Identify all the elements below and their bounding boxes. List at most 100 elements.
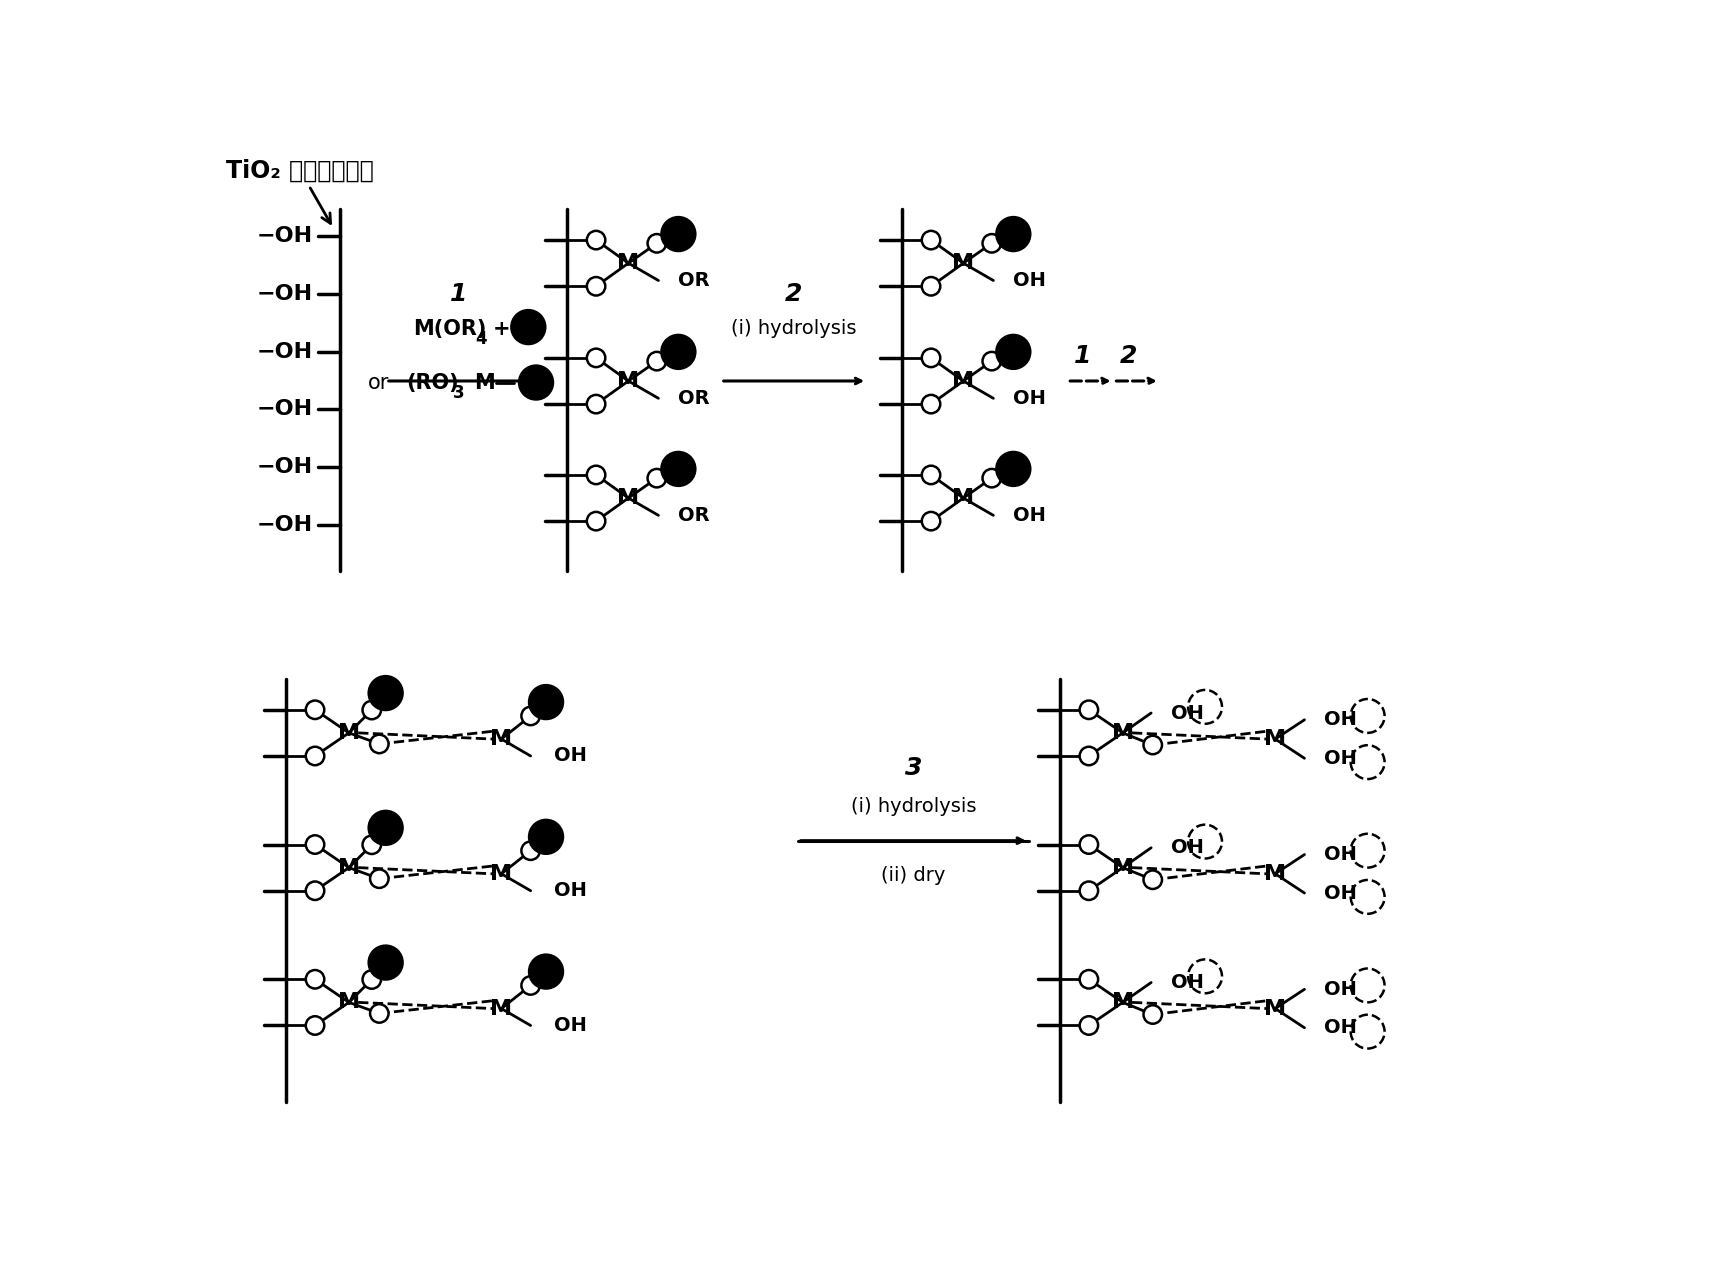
Text: M: M bbox=[491, 729, 513, 749]
Circle shape bbox=[1080, 836, 1097, 854]
Text: −OH: −OH bbox=[256, 285, 313, 304]
Text: OH: OH bbox=[1013, 506, 1045, 524]
Circle shape bbox=[1189, 959, 1222, 994]
Text: 1: 1 bbox=[1075, 344, 1092, 368]
Text: 1: 1 bbox=[451, 282, 468, 306]
Circle shape bbox=[529, 955, 563, 988]
Text: 3: 3 bbox=[905, 755, 923, 779]
Circle shape bbox=[1080, 882, 1097, 900]
Circle shape bbox=[529, 820, 563, 854]
Circle shape bbox=[1144, 736, 1161, 754]
Text: OH: OH bbox=[553, 881, 586, 900]
Text: 2: 2 bbox=[1120, 344, 1137, 368]
Circle shape bbox=[368, 676, 403, 710]
Circle shape bbox=[1351, 833, 1384, 868]
Circle shape bbox=[1351, 879, 1384, 914]
Text: M: M bbox=[952, 370, 975, 391]
Text: TiO₂ 纳米管壁表面: TiO₂ 纳米管壁表面 bbox=[226, 159, 375, 223]
Circle shape bbox=[370, 869, 389, 888]
Circle shape bbox=[1189, 824, 1222, 859]
Text: −OH: −OH bbox=[256, 226, 313, 246]
Text: M: M bbox=[1265, 864, 1286, 883]
Circle shape bbox=[522, 706, 539, 726]
Circle shape bbox=[588, 277, 605, 296]
Circle shape bbox=[306, 882, 325, 900]
Circle shape bbox=[648, 351, 665, 370]
Text: OH: OH bbox=[1013, 271, 1045, 290]
Text: M: M bbox=[1111, 858, 1134, 878]
Text: or: or bbox=[368, 373, 389, 392]
Circle shape bbox=[368, 812, 403, 845]
Text: 3: 3 bbox=[453, 383, 465, 401]
Circle shape bbox=[306, 700, 325, 719]
Circle shape bbox=[983, 351, 1001, 370]
Circle shape bbox=[588, 231, 605, 249]
Text: OH: OH bbox=[1172, 704, 1204, 723]
Circle shape bbox=[1080, 1017, 1097, 1035]
Circle shape bbox=[588, 395, 605, 413]
Text: −OH: −OH bbox=[256, 400, 313, 419]
Text: M: M bbox=[475, 373, 496, 392]
Text: M: M bbox=[1111, 992, 1134, 1013]
Text: M: M bbox=[952, 253, 975, 273]
Circle shape bbox=[1351, 1014, 1384, 1049]
Circle shape bbox=[363, 970, 380, 988]
Text: −OH: −OH bbox=[256, 342, 313, 362]
Text: M: M bbox=[339, 858, 359, 878]
Circle shape bbox=[1189, 690, 1222, 724]
Circle shape bbox=[522, 976, 539, 995]
Circle shape bbox=[588, 512, 605, 531]
Circle shape bbox=[662, 453, 695, 486]
Circle shape bbox=[588, 349, 605, 367]
Circle shape bbox=[1080, 746, 1097, 765]
Circle shape bbox=[306, 970, 325, 988]
Circle shape bbox=[997, 217, 1030, 251]
Text: 2: 2 bbox=[785, 282, 804, 306]
Text: OH: OH bbox=[1324, 749, 1358, 768]
Circle shape bbox=[983, 469, 1001, 487]
Circle shape bbox=[1351, 699, 1384, 733]
Text: OH: OH bbox=[553, 746, 586, 765]
Text: M: M bbox=[491, 999, 513, 1018]
Circle shape bbox=[363, 701, 380, 719]
Circle shape bbox=[997, 335, 1030, 369]
Text: OH: OH bbox=[1172, 838, 1204, 858]
Text: OH: OH bbox=[1324, 710, 1358, 729]
Circle shape bbox=[648, 235, 665, 253]
Circle shape bbox=[921, 349, 940, 367]
Text: +: + bbox=[492, 319, 510, 338]
Circle shape bbox=[363, 836, 380, 854]
Text: (i) hydrolysis: (i) hydrolysis bbox=[850, 796, 976, 815]
Text: (i) hydrolysis: (i) hydrolysis bbox=[731, 319, 857, 338]
Text: (ii) dry: (ii) dry bbox=[881, 865, 945, 885]
Text: M: M bbox=[491, 864, 513, 883]
Circle shape bbox=[983, 235, 1001, 253]
Text: M: M bbox=[617, 370, 639, 391]
Text: OH: OH bbox=[1324, 845, 1358, 864]
Circle shape bbox=[1080, 700, 1097, 719]
Text: OR: OR bbox=[677, 506, 708, 524]
Circle shape bbox=[511, 310, 546, 344]
Circle shape bbox=[368, 946, 403, 979]
Circle shape bbox=[306, 746, 325, 765]
Text: −OH: −OH bbox=[256, 515, 313, 535]
Circle shape bbox=[1351, 968, 1384, 1003]
Circle shape bbox=[370, 735, 389, 754]
Circle shape bbox=[997, 453, 1030, 486]
Circle shape bbox=[588, 465, 605, 485]
Circle shape bbox=[921, 277, 940, 296]
Text: (RO): (RO) bbox=[406, 373, 460, 392]
Text: OH: OH bbox=[1324, 979, 1358, 999]
Circle shape bbox=[921, 465, 940, 485]
Text: OH: OH bbox=[553, 1015, 586, 1035]
Circle shape bbox=[1144, 870, 1161, 888]
Text: 4: 4 bbox=[475, 329, 486, 347]
Text: M: M bbox=[952, 488, 975, 508]
Circle shape bbox=[921, 231, 940, 249]
Text: M: M bbox=[1265, 729, 1286, 749]
Text: OH: OH bbox=[1172, 973, 1204, 992]
Circle shape bbox=[529, 685, 563, 719]
Circle shape bbox=[370, 1004, 389, 1023]
Circle shape bbox=[306, 836, 325, 854]
Circle shape bbox=[522, 841, 539, 860]
